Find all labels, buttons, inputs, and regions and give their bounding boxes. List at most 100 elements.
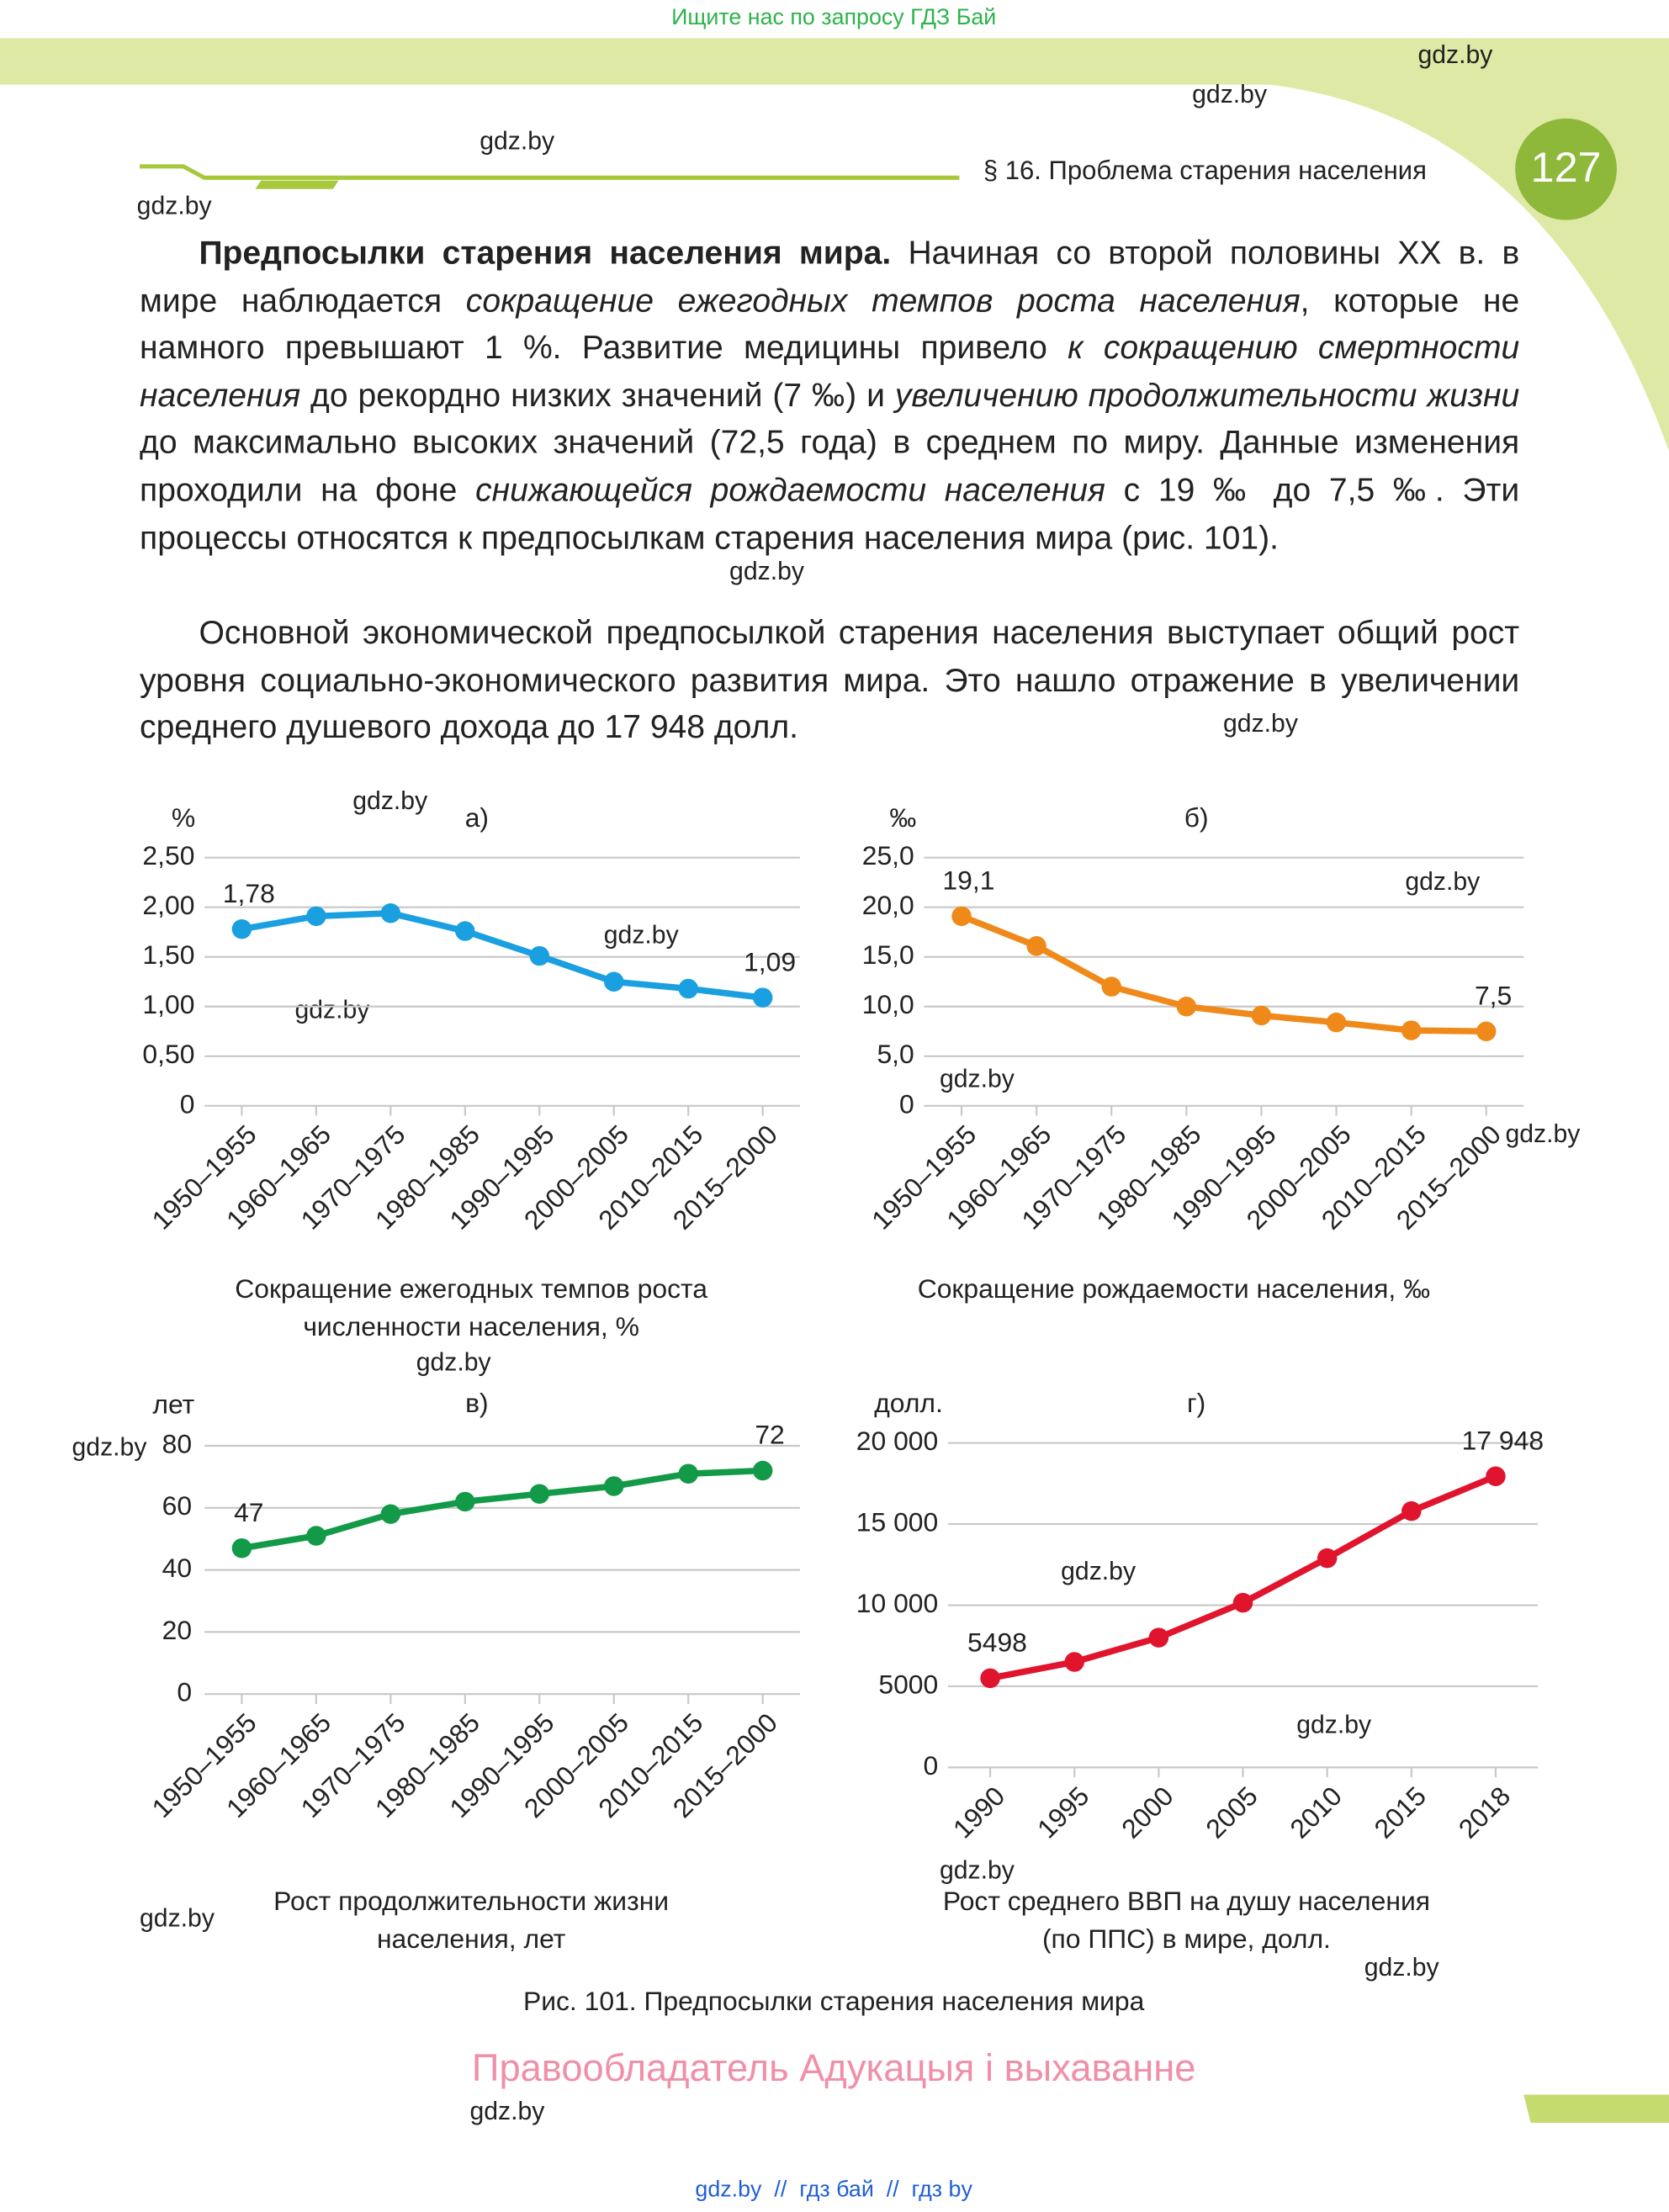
y-tick-label: 2,00 bbox=[142, 890, 194, 920]
y-tick-label: 10,0 bbox=[862, 989, 914, 1019]
axis-unit: лет bbox=[152, 1389, 194, 1419]
axis-unit: ‰ bbox=[889, 802, 916, 833]
data-point bbox=[678, 978, 698, 999]
rights: Правообладатель Адукацыя і выхаванне bbox=[472, 2046, 1195, 2089]
paragraph: Предпосылки старения населения мира. Нач… bbox=[140, 230, 1519, 561]
text-run: Предпосылки старения населения мира. bbox=[199, 234, 892, 272]
watermark: gdz.by bbox=[480, 127, 555, 155]
footer: gdz.by // гдз бай // гдз by bbox=[695, 2177, 972, 2202]
header-rule bbox=[140, 164, 960, 180]
data-line bbox=[241, 910, 764, 1001]
data-point bbox=[1064, 1652, 1084, 1672]
watermark: gdz.by bbox=[1223, 710, 1299, 738]
watermark: gdz.by bbox=[940, 1856, 1015, 1884]
watermark: gdz.by bbox=[940, 1066, 1015, 1093]
y-tick-label: 15,0 bbox=[862, 939, 914, 970]
data-point bbox=[231, 918, 252, 939]
page-number: 127 bbox=[1531, 143, 1602, 191]
watermark: gdz.by bbox=[1192, 81, 1268, 108]
chart-caption: (по ППС) в мире, долл. bbox=[1042, 1924, 1331, 1954]
chart-caption: населения, лет bbox=[377, 1924, 566, 1954]
data-point bbox=[1148, 1627, 1169, 1648]
x-tick-label: 1990 bbox=[947, 1781, 1011, 1844]
value-label: 19,1 bbox=[942, 865, 994, 896]
data-line bbox=[960, 913, 1486, 1035]
watermark: gdz.by bbox=[140, 1904, 215, 1932]
data-point bbox=[380, 1504, 401, 1524]
value-label: 1,09 bbox=[744, 946, 796, 976]
y-tick-label: 15 000 bbox=[856, 1507, 938, 1537]
x-tick-label: 2015 bbox=[1369, 1781, 1433, 1844]
y-tick-label: 20 000 bbox=[856, 1426, 938, 1456]
watermark: gdz.by bbox=[72, 1433, 148, 1461]
data-point bbox=[1317, 1548, 1338, 1569]
data-point bbox=[678, 1463, 698, 1484]
text-run: до рекордно низких значений (7 ‰) и bbox=[300, 376, 895, 414]
chart-caption: Рост продолжительности жизни bbox=[273, 1886, 669, 1916]
figure-caption: Рис. 101. Предпосылки старения населения… bbox=[523, 1986, 1145, 2016]
data-point bbox=[752, 1460, 773, 1481]
data-point bbox=[1232, 1592, 1253, 1613]
x-tick-label: 1995 bbox=[1031, 1781, 1095, 1844]
chart-caption: численности населения, % bbox=[303, 1311, 639, 1341]
data-point bbox=[951, 906, 972, 927]
y-tick-label: 0,50 bbox=[142, 1039, 194, 1069]
watermark: gdz.by bbox=[1417, 41, 1493, 69]
data-point bbox=[604, 971, 624, 992]
y-tick-label: 60 bbox=[162, 1490, 192, 1521]
watermark: gdz.by bbox=[729, 558, 805, 585]
y-tick-label: 20,0 bbox=[862, 890, 914, 920]
data-point bbox=[1176, 997, 1197, 1017]
watermark: gdz.by bbox=[295, 996, 371, 1024]
data-point bbox=[980, 1668, 1000, 1689]
data-point bbox=[380, 903, 401, 923]
header-decor bbox=[255, 180, 339, 189]
corner-decor bbox=[1523, 2094, 1669, 2124]
y-tick-label: 40 bbox=[162, 1553, 192, 1583]
y-tick-label: 0 bbox=[899, 1088, 914, 1119]
x-tick-label: 2018 bbox=[1453, 1781, 1517, 1844]
data-point bbox=[529, 945, 550, 966]
page-number-circle bbox=[1515, 118, 1617, 220]
text-run: с 19 ‰ до 7,5 ‰. Эти процессы относятся … bbox=[140, 471, 1520, 556]
data-point bbox=[529, 1484, 550, 1504]
data-point bbox=[752, 987, 773, 1008]
text-run: снижающейся рождаемости населения bbox=[475, 471, 1105, 508]
panel-label: г) bbox=[1187, 1388, 1205, 1418]
data-point bbox=[231, 1538, 252, 1558]
data-point bbox=[1251, 1005, 1272, 1026]
text-run: сокращение ежегодных темпов роста населе… bbox=[465, 281, 1301, 319]
text-run: , которые не намного превышают 1 %. Разв… bbox=[140, 281, 1520, 366]
watermark: gdz.by bbox=[416, 1349, 492, 1377]
data-point bbox=[1101, 976, 1121, 997]
y-tick-label: 1,00 bbox=[142, 989, 194, 1019]
watermark: gdz.by bbox=[604, 922, 680, 950]
x-tick-label: 2010 bbox=[1284, 1781, 1348, 1844]
banner-strip bbox=[0, 0, 1669, 39]
data-point bbox=[1476, 1021, 1497, 1042]
header-section: § 16. Проблема старения населения bbox=[983, 156, 1427, 185]
header-band bbox=[0, 38, 1669, 452]
data-point bbox=[1401, 1500, 1422, 1521]
y-tick-label: 1,50 bbox=[142, 939, 194, 970]
value-label: 5498 bbox=[967, 1627, 1027, 1658]
y-tick-label: 0 bbox=[924, 1750, 939, 1781]
data-point bbox=[455, 1491, 475, 1512]
panel-label: б) bbox=[1184, 802, 1209, 833]
y-tick-label: 0 bbox=[180, 1088, 195, 1119]
watermark: gdz.by bbox=[469, 2098, 545, 2125]
data-point bbox=[1401, 1020, 1422, 1040]
data-line bbox=[241, 1467, 763, 1552]
text-run: до максимально высоких значений (72,5 го… bbox=[140, 423, 1520, 508]
watermark: gdz.by bbox=[352, 787, 428, 815]
data-point bbox=[1026, 936, 1046, 956]
y-tick-label: 10 000 bbox=[856, 1588, 938, 1618]
value-label: 47 bbox=[234, 1497, 263, 1527]
panel-label: в) bbox=[465, 1388, 489, 1418]
y-tick-label: 0 bbox=[177, 1677, 192, 1707]
data-point bbox=[1326, 1012, 1347, 1033]
y-tick-label: 5,0 bbox=[877, 1039, 914, 1069]
text-run: увеличению продолжительности жизни bbox=[894, 376, 1520, 414]
watermark: gdz.by bbox=[1296, 1712, 1372, 1739]
